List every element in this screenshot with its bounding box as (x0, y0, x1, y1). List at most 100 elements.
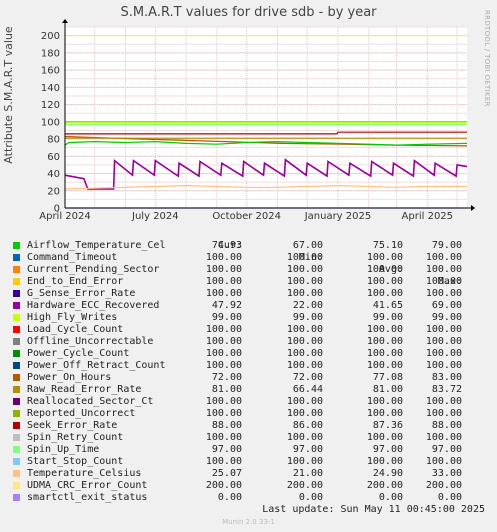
legend-series-name: Spin_Up_Time (27, 444, 100, 455)
legend-row: Offline_Uncorrectable 100.00 100.00 100.00 1… (12, 336, 482, 348)
legend-series-name: High_Fly_Writes (27, 312, 118, 323)
last-update: Last update: Sun May 11 00:45:00 2025 (262, 504, 485, 515)
legend-series-name: UDMA_CRC_Error_Count (27, 480, 148, 491)
legend-max: 79.00 (431, 240, 462, 251)
legend-max: 100.00 (425, 324, 462, 335)
legend-swatch (13, 422, 20, 429)
legend-series-name: Load_Cycle_Count (27, 324, 124, 335)
legend-row: Temperature_Celsius 25.07 21.00 24.90 33.00 (12, 468, 482, 480)
legend-swatch (13, 482, 20, 489)
y-tick-label: 60 (47, 152, 60, 163)
legend-swatch (13, 374, 20, 381)
legend-avg: 100.00 (366, 360, 403, 371)
rrdtool-credit: RRDTOOL / TOBI OETIKER (483, 10, 491, 107)
legend-cur: 100.00 (205, 360, 242, 371)
series-line-seek-error-rate (65, 131, 467, 135)
legend-min: 99.00 (292, 312, 323, 323)
legend-max: 100.00 (425, 264, 462, 275)
legend-max: 100.00 (425, 252, 462, 263)
legend-avg: 87.36 (372, 420, 403, 431)
series-line-hardware-ecc-recovered (64, 158, 468, 190)
legend-series-name: Offline_Uncorrectable (27, 336, 154, 347)
legend-cur: 200.00 (205, 480, 242, 491)
legend-min: 100.00 (286, 456, 323, 467)
legend-swatch (13, 494, 20, 501)
legend-max: 200.00 (425, 480, 462, 491)
legend-cur: 100.00 (205, 264, 242, 275)
legend-row: Command_Timeout 100.00 100.00 100.00 100.00 (12, 252, 482, 264)
y-tick-label: 180 (41, 48, 60, 59)
legend-series-name: Command_Timeout (27, 252, 118, 263)
y-tick-label: 160 (41, 66, 60, 77)
legend-avg: 100.00 (366, 336, 403, 347)
legend-series-name: Temperature_Celsius (27, 468, 142, 479)
legend-avg: 100.00 (366, 324, 403, 335)
legend-cur: 99.00 (211, 312, 242, 323)
legend-min: 66.44 (292, 384, 323, 395)
legend-swatch (13, 278, 20, 285)
legend-min: 67.00 (292, 240, 323, 251)
legend-cur: 74.93 (211, 240, 242, 251)
legend-max: 100.00 (425, 348, 462, 359)
legend-cur: 47.92 (211, 300, 242, 311)
legend-swatch (13, 314, 20, 321)
legend-swatch (13, 338, 20, 345)
legend-swatch (13, 446, 20, 453)
legend-swatch (13, 434, 20, 441)
legend-max: 100.00 (425, 276, 462, 287)
legend-avg: 100.00 (366, 264, 403, 275)
legend-avg: 100.00 (366, 396, 403, 407)
y-tick-label: 120 (41, 100, 60, 111)
legend-swatch (13, 350, 20, 357)
legend-row: Reallocated_Sector_Ct 100.00 100.00 100.00 1… (12, 396, 482, 408)
y-tick-label: 200 (41, 31, 60, 42)
y-tick-label: 80 (47, 135, 60, 146)
legend-series-name: Start_Stop_Count (27, 456, 124, 467)
legend-header: Cur: Min: Avg: Max: (12, 228, 482, 287)
y-tick-label: 100 (41, 117, 60, 128)
legend-swatch (13, 398, 20, 405)
legend-max: 97.00 (431, 444, 462, 455)
legend-min: 200.00 (286, 480, 323, 491)
legend-avg: 97.00 (372, 444, 403, 455)
legend-cur: 100.00 (205, 276, 242, 287)
legend-row: Power_Off_Retract_Count 100.00 100.00 100.0… (12, 360, 482, 372)
plot-area: 0 20 40 60 80 100 120 140 160 180 200 April 2024 Jul… (39, 19, 475, 222)
legend-avg: 24.90 (372, 468, 403, 479)
legend-series-name: Reallocated_Sector_Ct (27, 396, 154, 407)
legend-max: 100.00 (425, 396, 462, 407)
x-tick-label: April 2024 (39, 211, 90, 222)
legend-swatch (13, 242, 20, 249)
legend-cur: 100.00 (205, 336, 242, 347)
legend-max: 100.00 (425, 360, 462, 371)
legend-row: Power_On_Hours 72.00 72.00 77.08 83.00 (12, 372, 482, 384)
legend-avg: 100.00 (366, 288, 403, 299)
header-cur: Cur: (217, 240, 242, 251)
legend-cur: 100.00 (205, 324, 242, 335)
legend-swatch (13, 410, 20, 417)
legend-row: smartctl_exit_status 0.00 0.00 0.00 0.00 (12, 492, 482, 504)
legend-table: Cur: Min: Avg: Max: Airflow_Temperature_… (12, 228, 482, 504)
legend-row: G_Sense_Error_Rate 100.00 100.00 100.00 100.… (12, 288, 482, 300)
legend-avg: 41.65 (372, 300, 403, 311)
legend-cur: 100.00 (205, 252, 242, 263)
munin-version: Munin 2.0.33-1 (222, 518, 275, 526)
legend-row: UDMA_CRC_Error_Count 200.00 200.00 200.00 20… (12, 480, 482, 492)
legend-cur: 97.00 (211, 444, 242, 455)
legend-row: Seek_Error_Rate 88.00 86.00 87.36 88.00 (12, 420, 482, 432)
legend-avg: 100.00 (366, 348, 403, 359)
legend-series-name: Current_Pending_Sector (27, 264, 160, 275)
legend-max: 88.00 (431, 420, 462, 431)
header-max: Max: (437, 276, 462, 287)
x-tick-label: October 2024 (212, 211, 281, 222)
legend-cur: 0.00 (217, 492, 242, 503)
legend-row: Spin_Up_Time 97.00 97.00 97.00 97.00 (12, 444, 482, 456)
legend-avg: 81.00 (372, 384, 403, 395)
legend-max: 83.72 (431, 384, 462, 395)
legend-min: 100.00 (286, 360, 323, 371)
y-tick-label: 20 (47, 186, 60, 197)
legend-max: 100.00 (425, 456, 462, 467)
legend-series-name: Power_Off_Retract_Count (27, 360, 166, 371)
last-update-value: Sun May 11 00:45:00 2025 (340, 504, 486, 515)
